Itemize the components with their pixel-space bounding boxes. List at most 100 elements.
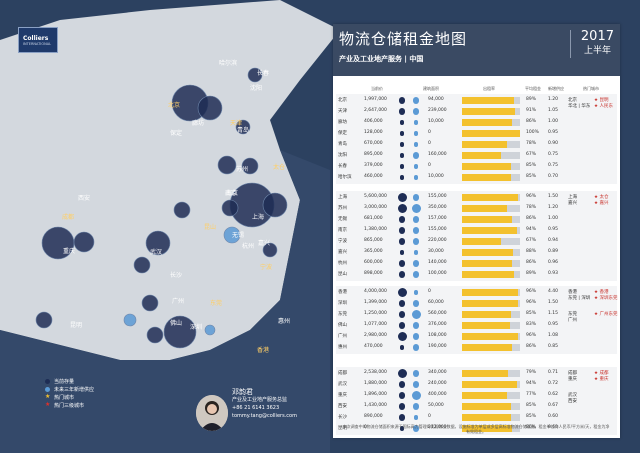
occupancy-bar: [462, 108, 520, 115]
city-bubble[interactable]: [204, 324, 216, 336]
table-row[interactable]: 西安 1,430,000 50,000 85% 0.67: [336, 401, 617, 412]
table-row[interactable]: 武汉 1,880,000 240,000 94% 0.72: [336, 379, 617, 390]
table-row[interactable]: 惠州 470,000 190,000 86% 0.85: [336, 342, 617, 353]
city-bubble[interactable]: [241, 157, 259, 175]
map-city-label[interactable]: 西安: [78, 195, 91, 202]
table-row[interactable]: 重庆 1,896,000 400,000 77% 0.62 武汉 西安: [336, 390, 617, 404]
stock-dot: [399, 153, 405, 158]
map-city-label[interactable]: 昆山: [204, 224, 217, 231]
map-city-label[interactable]: 广州: [172, 298, 185, 305]
contact-email[interactable]: tommy.tang@colliers.com: [232, 413, 297, 419]
city-bubble[interactable]: [173, 201, 191, 219]
map-city-label[interactable]: 北京: [168, 102, 181, 109]
occupancy-bar: [462, 194, 520, 201]
table-row[interactable]: 苏州 3,000,000 350,000 78% 1.20: [336, 203, 617, 214]
table-row[interactable]: 无锡 681,000 157,000 86% 1.00: [336, 214, 617, 225]
table-row[interactable]: 杭州 600,000 140,000 86% 0.96: [336, 258, 617, 269]
table-row[interactable]: 成都 2,538,000 340,000 79% 0.71 成都 重庆 ★ 成都 ★ 重庆: [336, 368, 617, 382]
table-row[interactable]: 上海 5,600,000 155,000 96% 1.50 上海 嘉兴 ★ 太仓 ★ 嘉兴: [336, 192, 617, 206]
stock-value: 3,000,000: [364, 205, 387, 210]
map-city-label[interactable]: 廊坊: [192, 120, 205, 127]
map-city-label[interactable]: 佛山: [170, 320, 183, 327]
map-city-label[interactable]: 保定: [170, 130, 183, 137]
table-row[interactable]: 天津 2,647,000 239,000 91% 1.05: [336, 106, 617, 117]
hot-city-note: 香港 东莞 | 深圳: [568, 290, 591, 301]
map-city-label[interactable]: 长沙: [170, 272, 183, 279]
map-city-label[interactable]: 无锡: [232, 232, 245, 239]
city-bubble[interactable]: [133, 256, 151, 274]
table-row[interactable]: 北京 1,997,000 94,000 89% 1.20 北京 华北 | 华东 ★ 昆明 ★…: [336, 95, 617, 109]
map-city-label[interactable]: 嘉兴: [258, 240, 271, 247]
map-city-label[interactable]: 太仓: [273, 164, 286, 171]
table-row[interactable]: 南京 1,380,000 155,000 94% 0.95: [336, 225, 617, 236]
map-city-label[interactable]: 沈阳: [250, 85, 263, 92]
map-city-label[interactable]: 深圳: [190, 324, 203, 331]
map-city-label[interactable]: 南京: [226, 190, 239, 197]
city-bubble[interactable]: [141, 294, 159, 312]
table-row[interactable]: 嘉兴 365,000 30,000 88% 0.89: [336, 247, 617, 258]
map-city-label[interactable]: 长春: [257, 70, 270, 77]
table-row[interactable]: 廊坊 406,000 10,000 86% 1.00: [336, 117, 617, 128]
map-city-label[interactable]: 香港: [257, 347, 270, 354]
city-bubble[interactable]: [223, 226, 241, 244]
table-row[interactable]: 深圳 1,399,000 60,000 96% 1.50: [336, 298, 617, 309]
table-row[interactable]: 宁波 865,000 220,000 67% 0.94: [336, 236, 617, 247]
table-row[interactable]: 哈尔滨 460,000 10,000 85% 0.70: [336, 172, 617, 183]
map-city-label[interactable]: 上海: [252, 214, 265, 221]
map-city-label[interactable]: 杭州: [242, 243, 255, 250]
city-bubble[interactable]: [146, 326, 164, 344]
city-bubble[interactable]: [73, 231, 95, 253]
table-row[interactable]: 东莞 1,250,000 560,000 85% 1.15 东莞 广州 ★ 广州东莞: [336, 309, 617, 323]
map-city-label[interactable]: 哈尔滨: [219, 60, 238, 67]
table-row[interactable]: 沈阳 895,000 160,000 67% 0.75: [336, 150, 617, 161]
city-bubble[interactable]: [163, 315, 197, 349]
table-row[interactable]: 香港 4,000,000 0 96% 4.40 香港 东莞 | 深圳 ★ 香港 ★ 深圳东莞: [336, 287, 617, 301]
city-bubble[interactable]: [217, 155, 237, 175]
table-row[interactable]: 佛山 1,077,000 376,000 83% 0.95: [336, 320, 617, 331]
city-bubble[interactable]: [262, 192, 288, 218]
table-row[interactable]: 长春 379,000 0 85% 0.75: [336, 161, 617, 172]
table-row[interactable]: 广州 2,980,000 108,000 96% 1.08: [336, 331, 617, 342]
city-bubble[interactable]: [262, 242, 278, 258]
map-city-label[interactable]: 成都: [62, 214, 75, 221]
rent-value: 0.94: [548, 238, 559, 243]
supply-dot: [413, 120, 419, 125]
hot-city-note: 东莞 广州: [568, 312, 577, 323]
occupancy-bar: [462, 425, 520, 432]
map-city-label[interactable]: 青岛: [237, 127, 250, 134]
supply-value: 239,000: [428, 108, 447, 113]
map-city-label[interactable]: 重庆: [63, 248, 76, 255]
table-row[interactable]: 昆明 0 212,000 86% 0.60: [336, 423, 617, 434]
map-city-label[interactable]: 宁波: [260, 264, 273, 271]
city-bubble[interactable]: [35, 311, 53, 329]
city-bubble[interactable]: [221, 199, 239, 217]
occupancy-value: 85%: [526, 311, 537, 316]
map-city-label[interactable]: 苏州: [236, 166, 249, 173]
map-city-label[interactable]: 东莞: [210, 300, 223, 307]
city-bubble[interactable]: [123, 313, 137, 327]
city-bubble[interactable]: [235, 119, 251, 135]
city-group: 香港 4,000,000 0 96% 4.40 香港 东莞 | 深圳 ★ 香港 ★ 深圳东莞…: [336, 286, 617, 354]
map-city-label[interactable]: 南京: [225, 190, 238, 197]
occupancy-bar: [462, 216, 520, 223]
table-row[interactable]: 青岛 670,000 0 78% 0.90: [336, 139, 617, 150]
supply-dot: [412, 322, 420, 329]
city-bubble[interactable]: [145, 230, 171, 256]
map-city-label[interactable]: 昆明: [70, 322, 83, 329]
city-bubble[interactable]: [197, 95, 223, 121]
rent-value: 1.15: [548, 311, 559, 316]
occupancy-bar: [462, 205, 520, 212]
map-city-label[interactable]: 天津: [230, 120, 243, 127]
map-city-label[interactable]: 惠州: [278, 318, 291, 325]
colliers-logo[interactable]: Colliers INTERNATIONAL: [18, 27, 58, 53]
table-row[interactable]: 保定 128,000 0 100% 0.95: [336, 128, 617, 139]
occupancy-fill: [462, 174, 512, 181]
table-row[interactable]: 昆山 898,000 100,000 89% 0.93: [336, 269, 617, 280]
rent-value: 1.00: [548, 119, 559, 124]
occupancy-value: 78%: [526, 141, 537, 146]
supply-dot: [412, 108, 420, 115]
city-name: 西安: [338, 404, 347, 409]
map-city-label[interactable]: 武汉: [150, 249, 163, 256]
table-row[interactable]: 长沙 890,000 0 85% 0.60: [336, 412, 617, 423]
city-bubble[interactable]: [247, 67, 263, 83]
